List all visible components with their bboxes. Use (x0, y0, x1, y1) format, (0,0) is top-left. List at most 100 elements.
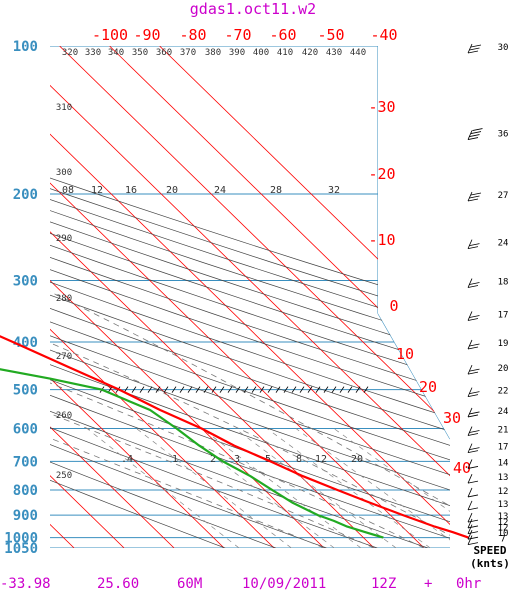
pressure-tick-label: 600 (13, 422, 38, 438)
wind-speed-label: 22 (498, 387, 509, 397)
wind-barb-flag (470, 44, 482, 48)
moist-adiabat-line (50, 193, 450, 548)
wind-speed-label: 7 (500, 535, 505, 545)
wind-barb-flag (467, 346, 479, 350)
footer: -33.98 25.60 60M 10/09/2011 12Z + 0hr (0, 576, 481, 592)
mixing-ratio-label: 20 (166, 185, 178, 196)
mixing-ratio-label: 16 (125, 185, 137, 196)
wind-barb-flag (467, 466, 479, 469)
dry-adiabat-line (50, 46, 450, 548)
wind-barb-flag (469, 195, 480, 199)
wind-barb-flag (467, 433, 479, 436)
wind-barb-flag (467, 414, 479, 418)
tropopause-hatch (195, 386, 201, 393)
wind-barb-staff (467, 339, 473, 350)
tropopause-hatch (315, 386, 321, 393)
wind-barb (467, 128, 483, 140)
wind-barb (467, 311, 480, 321)
wind-speed-label: 20 (498, 364, 509, 374)
tropopause-hatch (299, 386, 305, 393)
isotherm-line (50, 46, 450, 548)
temperature-tick-label: -30 (368, 98, 395, 116)
mixing-ratio-line (234, 428, 397, 548)
wind-barb (467, 43, 482, 54)
tropopause-hatch (347, 386, 353, 393)
dry-adiabat-line (50, 46, 450, 548)
dry-adiabat-line (50, 46, 450, 548)
wind-barb-flag (469, 411, 480, 415)
wind-speed-label: 12 (498, 487, 509, 497)
wind-speed-label: 17 (498, 310, 509, 320)
mixing-ratio-line (201, 428, 362, 548)
wind-barb-flag (469, 282, 480, 285)
theta-label: 380 (205, 48, 221, 58)
theta-label: 250 (56, 471, 72, 481)
temperature-tick-label: -60 (269, 26, 296, 44)
moist-adiabat-line (50, 193, 375, 548)
wind-barb (467, 474, 479, 484)
wind-barb-flag (470, 192, 482, 196)
wind-barb-flag (469, 430, 480, 433)
wind-barb-flag (469, 134, 480, 137)
isotherm-line (50, 46, 225, 548)
wind-barb-flag (467, 519, 479, 523)
wind-barb (467, 443, 480, 454)
isotherm-line (0, 46, 24, 548)
wind-barb-staff (467, 43, 473, 54)
tropopause-hatch (267, 386, 273, 393)
wind-speed-label: 36 (498, 130, 509, 140)
theta-label: 430 (326, 48, 342, 58)
wind-barb-staff (467, 364, 473, 375)
wind-barb-flag (467, 371, 479, 375)
temperature-tick-label: 20 (419, 378, 437, 396)
wind-barb (467, 524, 479, 535)
tropopause-hatch (259, 386, 265, 393)
tropopause-hatch (275, 386, 281, 393)
temperature-tick-label: 10 (396, 345, 414, 363)
wind-barb-flag (467, 507, 479, 511)
tropopause-hatch (355, 386, 361, 393)
wind-barb (467, 364, 480, 375)
wind-barb (467, 278, 480, 288)
dry-adiabat-line (50, 46, 450, 548)
wind-speed-label: 21 (498, 426, 509, 436)
wind-barb-staff (467, 443, 473, 453)
wind-barb-staff (467, 524, 473, 534)
mixing-ratio-label: 1 (172, 454, 178, 465)
wind-barb (467, 459, 479, 469)
wind-barb-staff (467, 311, 473, 321)
mixing-ratio-line (295, 428, 450, 548)
isotherm-line (50, 46, 450, 548)
wind-barb (467, 512, 479, 523)
isotherm-line (59, 46, 450, 548)
isotherm-line (50, 46, 175, 548)
mixing-ratio-label: 20 (351, 454, 363, 465)
isotherm-line (109, 46, 450, 548)
wind-barb (467, 535, 479, 545)
theta-label: 290 (56, 234, 72, 244)
wind-speed-label: 24 (498, 239, 509, 249)
wind-barb-flag (470, 131, 482, 134)
wind-barb-flag (467, 450, 479, 454)
wind-barb-staff (467, 407, 473, 418)
pressure-tick-label: 400 (13, 335, 38, 351)
wind-speed-label: 27 (498, 191, 509, 201)
wind-barb-flag (469, 447, 480, 451)
wind-barb-flag (467, 542, 479, 545)
tropopause-marker (99, 386, 369, 393)
mixing-ratio-line (266, 428, 431, 548)
wind-barb-flag (467, 50, 479, 54)
wind-barb-staff (467, 426, 473, 436)
footer-plus: + (424, 576, 432, 592)
wind-barb-staff (467, 387, 473, 397)
wind-barb-flag (469, 243, 480, 247)
wind-speed-label: 24 (498, 407, 509, 417)
tropopause-hatch (131, 386, 137, 393)
wind-barb-staff (467, 530, 473, 540)
dewpoint-profile (0, 368, 384, 539)
wind-barb-staff (467, 487, 473, 498)
diagram-labels: 10020030040050060070080090010001050-100-… (4, 26, 471, 557)
dry-adiabat-line (50, 46, 450, 548)
wind-barb-flag (469, 47, 480, 51)
mixing-ratio-label: 08 (62, 185, 74, 196)
